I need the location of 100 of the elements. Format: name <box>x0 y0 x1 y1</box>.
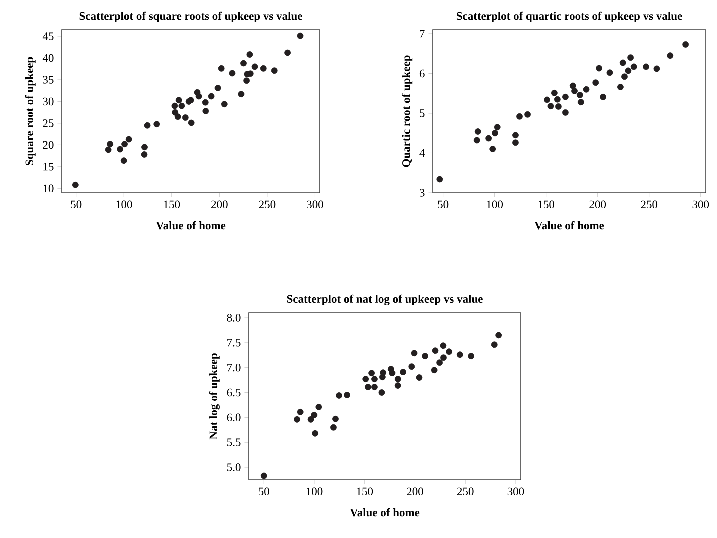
x-tick-label: 150 <box>164 200 180 209</box>
point <box>643 64 650 70</box>
point <box>240 60 247 67</box>
point <box>512 132 519 139</box>
x-tick-label: 150 <box>538 200 555 209</box>
point <box>606 70 614 76</box>
point <box>271 68 278 74</box>
point <box>208 93 215 100</box>
x-tick-label: 50 <box>71 200 82 209</box>
point <box>362 376 370 382</box>
point <box>496 332 502 339</box>
point <box>456 352 464 358</box>
point <box>214 85 222 92</box>
point <box>294 416 300 423</box>
x-tick-label: 250 <box>641 200 658 209</box>
point <box>229 70 236 77</box>
point <box>141 152 148 158</box>
point <box>474 137 480 144</box>
chart-title: Scatterplot of square roots of upkeep vs value <box>80 12 302 22</box>
point <box>618 84 624 90</box>
point <box>389 370 396 377</box>
x-axis-title: Value of home <box>534 221 604 230</box>
point <box>682 42 690 48</box>
y-tick-label: 30 <box>43 98 54 106</box>
point <box>120 158 128 164</box>
point <box>202 99 209 106</box>
y-tick-label: 20 <box>43 141 54 150</box>
point <box>297 32 304 40</box>
point <box>330 424 337 431</box>
y-tick-label: 5 <box>420 110 425 118</box>
point <box>107 141 114 148</box>
point <box>260 65 267 72</box>
y-tick-label: 15 <box>44 163 54 171</box>
point <box>122 141 128 148</box>
point <box>336 392 342 399</box>
point <box>548 103 554 110</box>
y-tick-label: 4 <box>420 149 426 158</box>
point <box>494 124 501 131</box>
point <box>440 342 447 350</box>
point <box>154 121 160 128</box>
point <box>492 130 498 137</box>
point <box>446 348 452 356</box>
point <box>117 146 124 153</box>
point <box>246 52 254 58</box>
x-tick-label: 100 <box>116 200 132 209</box>
point <box>625 68 632 74</box>
point <box>221 101 228 108</box>
y-tick-label: 6.5 <box>227 388 241 397</box>
point <box>174 114 182 120</box>
point <box>440 354 447 362</box>
y-tick-label: 7.0 <box>228 364 241 372</box>
point <box>260 472 268 480</box>
point <box>144 122 151 129</box>
point <box>620 60 626 66</box>
point <box>555 104 562 110</box>
point <box>308 416 314 423</box>
y-axis-title: Quartic root of upkeep <box>402 56 413 168</box>
point <box>622 74 628 80</box>
x-tick-label: 300 <box>508 488 524 496</box>
point <box>512 140 519 146</box>
y-tick-label: 3 <box>420 189 425 197</box>
point <box>562 109 569 116</box>
point <box>202 108 210 114</box>
point <box>436 176 444 183</box>
point <box>600 94 606 100</box>
point <box>126 136 132 143</box>
point <box>182 114 189 121</box>
y-tick-label: 6 <box>420 70 425 78</box>
point <box>400 369 407 376</box>
point <box>572 88 578 94</box>
x-tick-label: 200 <box>590 200 606 209</box>
point <box>252 64 258 70</box>
x-tick-label: 300 <box>307 200 324 209</box>
x-tick-label: 50 <box>438 200 449 209</box>
point <box>431 367 438 374</box>
y-tick-label: 7.5 <box>228 339 241 347</box>
y-tick-label: 7 <box>420 30 425 38</box>
y-tick-label: 25 <box>43 120 54 128</box>
point <box>408 364 416 370</box>
y-axis-title: Square root of upkeep <box>25 57 36 166</box>
point <box>474 128 482 135</box>
point <box>172 102 178 110</box>
x-tick-label: 250 <box>457 488 474 496</box>
y-tick-label: 6.0 <box>227 414 241 422</box>
y-tick-label: 45 <box>42 32 54 40</box>
point <box>380 370 386 376</box>
x-tick-label: 250 <box>259 200 276 209</box>
point <box>297 409 304 416</box>
point <box>416 374 423 382</box>
y-tick-label: 35 <box>43 76 54 84</box>
point <box>491 342 498 348</box>
point <box>218 65 225 72</box>
x-axis-title: Value of home <box>350 508 420 517</box>
x-tick-label: 200 <box>407 488 424 496</box>
point <box>196 93 202 100</box>
point <box>524 111 531 118</box>
point <box>344 392 350 398</box>
point <box>178 102 186 110</box>
point <box>516 113 523 120</box>
point <box>583 86 590 93</box>
